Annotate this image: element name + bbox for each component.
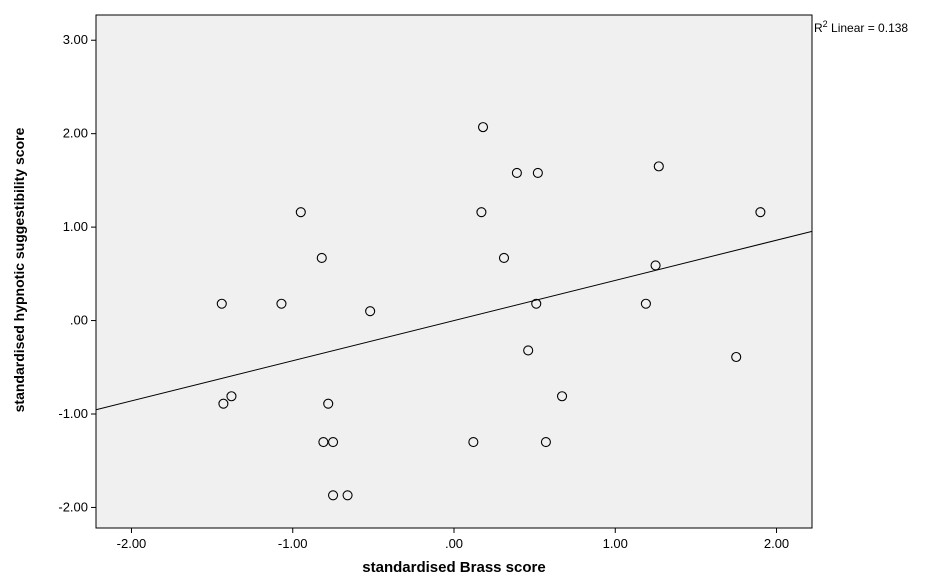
data-point [476,207,487,218]
x-tick-label: .00 [445,536,463,551]
data-point [318,436,329,448]
data-point [468,436,479,448]
x-tick-label: 2.00 [764,536,789,551]
data-point [556,391,568,402]
data-point [540,436,551,448]
data-point [498,252,510,264]
data-point [511,167,522,178]
data-point [640,298,651,309]
y-tick-label: 2.00 [63,126,88,141]
r2-superscript: 2 [823,19,828,29]
data-point [226,391,237,402]
data-point [523,345,534,356]
data-point [532,167,543,178]
x-tick-label: -2.00 [117,536,147,551]
data-point [218,398,229,409]
data-point [216,298,227,309]
data-point [653,161,664,172]
y-tick-label: -2.00 [58,499,88,514]
y-axis-title: standardised hypnotic suggestibility sco… [11,127,27,412]
data-point [365,306,376,317]
r2-annotation: R2 Linear = 0.138 [814,19,908,35]
y-axis: -2.00 -1.00 .00 1.00 2.00 3.00 [58,32,96,514]
x-axis-title: standardised Brass score [362,559,545,576]
x-tick-label: 1.00 [603,536,628,551]
y-tick-label: -1.00 [58,406,88,421]
data-point [276,298,287,309]
data-point [755,207,766,218]
data-point [477,122,489,133]
plot-area [95,14,813,529]
r2-prefix: R [814,21,823,35]
data-point [316,252,327,264]
data-point [328,490,339,501]
x-axis: -2.00 -1.00 .00 1.00 2.00 [117,528,789,551]
x-tick-label: -1.00 [278,536,308,551]
y-tick-label: .00 [70,313,88,328]
y-tick-label: 1.00 [63,219,88,234]
data-point [323,398,334,409]
data-point [342,490,353,501]
y-tick-label: 3.00 [63,32,88,47]
data-point [531,298,542,309]
data-points [216,122,766,501]
r2-value: Linear = 0.138 [828,21,909,35]
data-point [295,207,306,218]
fit-line [95,230,813,411]
data-point [328,436,339,448]
data-point [731,351,742,363]
